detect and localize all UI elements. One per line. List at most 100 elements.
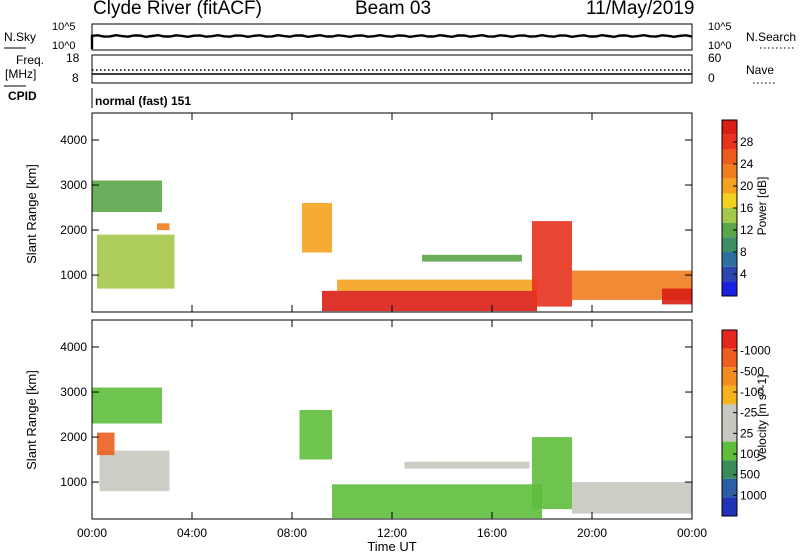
scale-swatch: [722, 164, 737, 179]
cpid-text: normal (fast) 151: [95, 94, 191, 108]
y-tick-label: 4000: [60, 133, 87, 147]
heatmap-cell: [92, 180, 162, 212]
power-scale-label: Power [dB]: [755, 177, 769, 236]
heatmap-cell: [332, 484, 542, 519]
heatmap-cell: [322, 290, 537, 312]
scale-swatch: [722, 441, 737, 461]
nsearch-label: N.Search: [746, 30, 796, 44]
nave-tick-low: 0: [708, 71, 715, 85]
scale-swatch: [722, 497, 737, 516]
scale-swatch: [722, 222, 737, 238]
scale-tick-label: -25: [740, 406, 758, 420]
scale-swatch: [722, 149, 737, 164]
heatmap-cell: [302, 203, 332, 253]
site-title: Clyde River (fitACF): [93, 0, 262, 19]
beam-title: Beam 03: [355, 0, 432, 19]
x-tick-label: 08:00: [277, 526, 307, 540]
x-axis-label: Time UT: [367, 539, 416, 554]
freq-tick-low: 8: [72, 71, 79, 85]
velocity-scale-label: Velocity [m s^-1]: [755, 375, 769, 462]
cpid-label: CPID: [8, 89, 37, 103]
heatmap-cell: [572, 482, 692, 514]
scale-swatch: [722, 478, 737, 498]
x-tick-label: 00:00: [677, 526, 707, 540]
scale-tick-label: 12: [740, 223, 754, 237]
y-tick-label: 1000: [60, 475, 87, 489]
scale-tick-label: 4: [740, 267, 747, 281]
y-tick-label: 1000: [60, 268, 87, 282]
scale-tick-label: 16: [740, 201, 754, 215]
scale-swatch: [722, 237, 737, 252]
nsky-tick-high: 10^5: [52, 21, 76, 33]
velocity-y-axis-label: Slant Range [km]: [24, 370, 39, 470]
heatmap-cell: [422, 254, 522, 262]
heatmap-cell: [99, 450, 170, 492]
scale-swatch: [722, 460, 737, 479]
scale-tick-label: -500: [740, 364, 764, 378]
scale-swatch: [722, 281, 737, 296]
scale-swatch: [722, 134, 737, 150]
heatmap-cell: [662, 288, 692, 305]
freq-unit-label: [MHz]: [5, 67, 36, 81]
scale-swatch: [722, 208, 737, 223]
scale-swatch: [722, 367, 737, 386]
power-y-ticks: 1000 2000 3000 4000: [60, 133, 692, 282]
scale-swatch: [722, 266, 737, 282]
heatmap-cell: [532, 221, 572, 307]
power-heatmap: [92, 180, 692, 312]
nave-tick-high: 60: [708, 51, 722, 65]
scale-tick-label: -1000: [740, 344, 771, 358]
power-y-axis-label: Slant Range [km]: [24, 164, 39, 264]
scale-tick-label: 24: [740, 157, 754, 171]
velocity-heatmap: [92, 387, 692, 519]
nave-label: Nave: [746, 63, 774, 77]
heatmap-cell: [97, 234, 175, 289]
date-title: 11/May/2019: [586, 0, 695, 19]
nsearch-tick-high: 10^5: [708, 21, 732, 33]
scale-swatch: [722, 120, 737, 135]
freq-panel: [91, 54, 693, 84]
freq-label: Freq.: [16, 53, 44, 67]
nsky-tick-low: 10^0: [52, 40, 76, 52]
scale-tick-label: 500: [740, 468, 760, 482]
heatmap-cell: [404, 461, 530, 469]
y-tick-label: 3000: [60, 178, 87, 192]
velocity-color-scale: 1000 500 100 25 -25 -100 -500 -1000: [721, 329, 771, 517]
scale-tick-label: 8: [740, 245, 747, 259]
heatmap-cell: [97, 432, 115, 456]
power-color-scale: 4 8 12 16 20 24 28: [721, 119, 754, 297]
scale-swatch: [722, 348, 737, 368]
freq-tick-high: 18: [66, 51, 80, 65]
heatmap-cell: [157, 223, 170, 231]
scale-swatch: [722, 404, 737, 423]
nsky-trace: [90, 33, 693, 49]
scale-tick-label: 28: [740, 135, 754, 149]
nsky-label: N.Sky: [4, 30, 36, 44]
x-tick-label: 12:00: [377, 526, 407, 540]
scale-frame: [721, 329, 738, 517]
x-tick-label: 16:00: [477, 526, 507, 540]
scale-tick-label: 20: [740, 179, 754, 193]
velocity-y-ticks: 1000 2000 3000 4000: [60, 340, 692, 489]
x-tick-label: 00:00: [77, 526, 107, 540]
heatmap-cell: [532, 437, 572, 510]
x-tick-label: 20:00: [577, 526, 607, 540]
x-axis-ticks: 00:00 04:00 08:00 12:00 16:00 20:00 00:00: [77, 113, 707, 540]
nsearch-tick-low: 10^0: [708, 40, 732, 52]
x-tick-label: 04:00: [177, 526, 207, 540]
scale-swatch: [722, 423, 737, 442]
scale-swatch: [722, 178, 737, 194]
scale-tick-label: -100: [740, 385, 764, 399]
scale-swatch: [722, 330, 737, 349]
scale-tick-label: 100: [740, 447, 760, 461]
y-tick-label: 2000: [60, 430, 87, 444]
scale-swatch: [722, 385, 737, 405]
y-tick-label: 4000: [60, 340, 87, 354]
heatmap-cell: [337, 279, 537, 291]
heatmap-cell: [92, 387, 162, 424]
y-tick-label: 3000: [60, 385, 87, 399]
y-tick-label: 2000: [60, 223, 87, 237]
scale-swatch: [722, 252, 737, 267]
scale-tick-label: 25: [740, 426, 754, 440]
